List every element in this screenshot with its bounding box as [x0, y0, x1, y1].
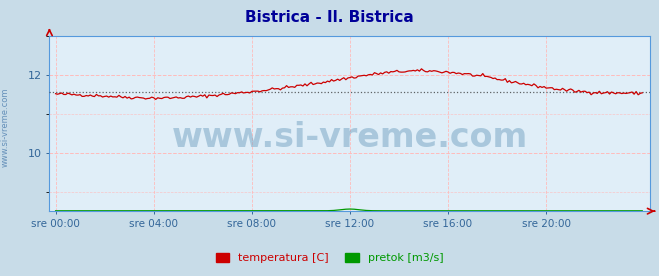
Text: Bistrica - Il. Bistrica: Bistrica - Il. Bistrica	[245, 10, 414, 25]
Text: www.si-vreme.com: www.si-vreme.com	[1, 87, 10, 167]
Legend: temperatura [C], pretok [m3/s]: temperatura [C], pretok [m3/s]	[212, 248, 447, 268]
Text: www.si-vreme.com: www.si-vreme.com	[172, 121, 528, 154]
